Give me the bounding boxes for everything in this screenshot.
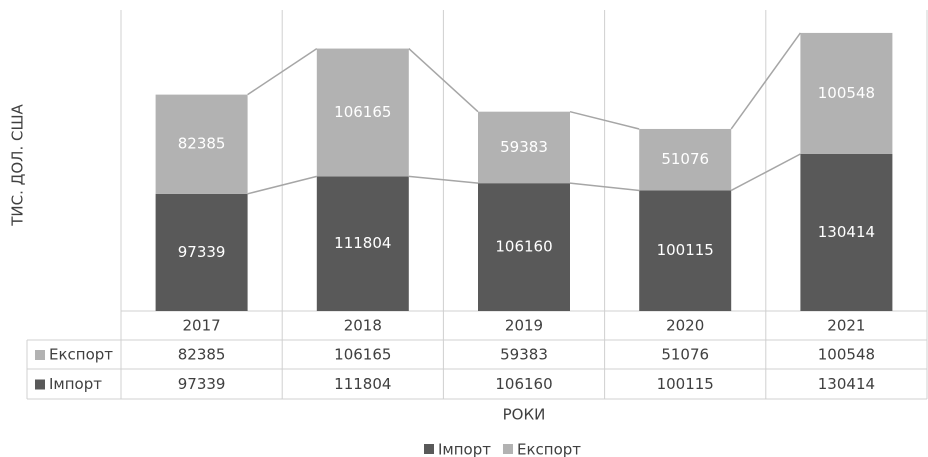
table-cell: 59383 [500,346,548,364]
x-tick-label: 2021 [827,317,865,335]
data-label: 106165 [334,103,391,121]
table-cell: 106160 [495,375,552,393]
table-cell: 100115 [657,375,714,393]
data-label: 82385 [178,135,226,153]
bar [800,32,893,154]
data-label: 100548 [818,84,875,102]
table-cell: 82385 [178,346,226,364]
legend-key [424,444,434,454]
data-label: 111804 [334,234,391,252]
bar [478,183,570,311]
series-line [569,182,640,192]
data-label: 97339 [178,243,226,261]
bar [639,190,732,311]
table-row-label: Експорт [49,346,113,364]
bar [478,111,570,184]
table-cell: 51076 [661,346,709,364]
table-row-label: Імпорт [49,375,102,393]
table-cell: 100548 [818,346,875,364]
series-line [408,175,479,184]
table-legend-key [35,379,45,390]
bar [155,94,248,194]
table-cell: 130414 [818,375,875,393]
series-line [730,153,801,192]
bar [800,153,893,311]
bar [639,128,732,191]
bar [316,176,409,311]
data-label: 130414 [818,223,875,241]
legend-label: Експорт [517,441,581,457]
data-label: 51076 [661,150,709,168]
series-line [730,32,802,130]
data-label: 106160 [495,238,552,256]
legend-label: Імпорт [438,441,491,457]
legend-key [502,444,513,454]
table-cell: 106165 [334,346,391,364]
x-tick-label: 2018 [344,317,382,335]
series-line [247,175,317,195]
series-line [408,48,479,113]
x-axis-label: РОКИ [503,406,546,424]
bar [155,193,248,311]
data-label: 100115 [657,241,714,259]
series-line [569,110,640,130]
x-tick-label: 2019 [505,317,543,335]
x-tick-label: 2020 [666,317,704,335]
y-axis-label: ТИС. ДОЛ. США [9,104,27,227]
x-tick-label: 2017 [183,317,221,335]
bar [316,48,409,177]
table-cell: 111804 [334,375,391,393]
table-legend-key [35,350,45,360]
data-label: 59383 [500,138,548,156]
table-cell: 97339 [178,375,226,393]
series-line [247,47,318,96]
